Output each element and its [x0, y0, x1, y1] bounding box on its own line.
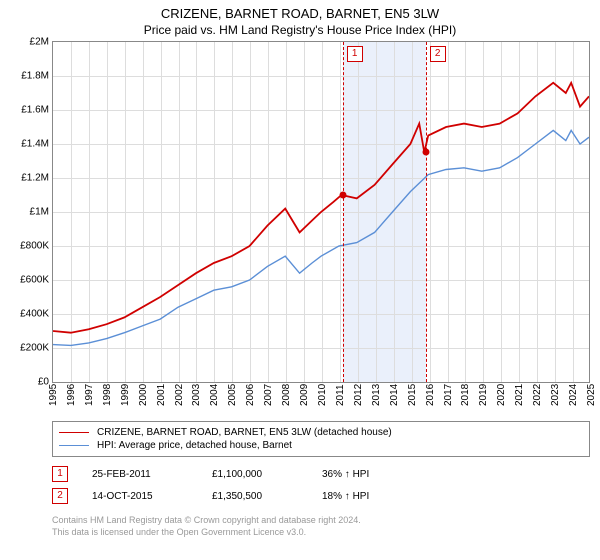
- sale-marker-label: 2: [430, 46, 446, 62]
- x-axis-tick: 2024: [568, 384, 579, 406]
- x-axis-tick: 2004: [209, 384, 220, 406]
- x-axis-tick: 2025: [586, 384, 597, 406]
- x-axis-tick: 1998: [102, 384, 113, 406]
- x-axis-tick: 2022: [532, 384, 543, 406]
- y-axis-tick: £600K: [20, 275, 49, 286]
- series-line: [53, 83, 589, 333]
- sale-marker-line: [343, 42, 344, 382]
- y-axis-tick: £1.8M: [21, 71, 49, 82]
- x-axis-tick: 2003: [191, 384, 202, 406]
- x-axis-tick: 2018: [460, 384, 471, 406]
- legend-item: HPI: Average price, detached house, Barn…: [59, 439, 583, 452]
- chart-subtitle: Price paid vs. HM Land Registry's House …: [0, 21, 600, 41]
- sale-marker-badge: 1: [52, 466, 68, 482]
- x-axis-tick: 2001: [156, 384, 167, 406]
- y-axis-tick: £1.2M: [21, 173, 49, 184]
- legend-swatch: [59, 432, 89, 433]
- y-axis-tick: £400K: [20, 309, 49, 320]
- sale-price: £1,100,000: [212, 469, 322, 480]
- x-axis-tick: 2016: [425, 384, 436, 406]
- sales-table: 1 25-FEB-2011£1,100,00036% ↑ HPI 2 14-OCT-2…: [52, 463, 590, 507]
- x-axis-tick: 2017: [443, 384, 454, 406]
- sale-date: 14-OCT-2015: [92, 491, 212, 502]
- sale-price: £1,350,500: [212, 491, 322, 502]
- legend-label: HPI: Average price, detached house, Barn…: [97, 440, 292, 451]
- sale-date: 25-FEB-2011: [92, 469, 212, 480]
- x-axis-tick: 2023: [550, 384, 561, 406]
- x-axis-tick: 1996: [66, 384, 77, 406]
- footer-attribution: Contains HM Land Registry data © Crown c…: [52, 515, 590, 538]
- y-axis-tick: £200K: [20, 343, 49, 354]
- x-axis-tick: 2000: [138, 384, 149, 406]
- x-axis-tick: 2006: [245, 384, 256, 406]
- x-axis-tick: 2015: [407, 384, 418, 406]
- chart-title: CRIZENE, BARNET ROAD, BARNET, EN5 3LW: [0, 0, 600, 21]
- x-axis-tick: 2007: [263, 384, 274, 406]
- x-axis-tick: 2002: [174, 384, 185, 406]
- sale-marker-dot: [422, 149, 429, 156]
- x-axis-tick: 2013: [371, 384, 382, 406]
- x-axis-tick: 1995: [48, 384, 59, 406]
- sale-marker-cell: 2: [52, 488, 92, 504]
- x-axis-tick: 2014: [389, 384, 400, 406]
- x-axis-tick: 1999: [120, 384, 131, 406]
- sale-diff-vs-hpi: 36% ↑ HPI: [322, 469, 422, 480]
- x-axis-tick: 2009: [299, 384, 310, 406]
- sale-marker-cell: 1: [52, 466, 92, 482]
- sale-diff-vs-hpi: 18% ↑ HPI: [322, 491, 422, 502]
- x-axis-tick: 2010: [317, 384, 328, 406]
- y-axis-tick: £1M: [30, 207, 49, 218]
- sale-marker-dot: [339, 192, 346, 199]
- chart-plot-area: £0£200K£400K£600K£800K£1M£1.2M£1.4M£1.6M…: [52, 41, 590, 383]
- x-axis-tick: 2008: [281, 384, 292, 406]
- sale-row: 1 25-FEB-2011£1,100,00036% ↑ HPI: [52, 463, 590, 485]
- x-axis-tick: 2005: [227, 384, 238, 406]
- sale-marker-badge: 2: [52, 488, 68, 504]
- x-axis-tick: 2011: [335, 384, 346, 406]
- legend-item: CRIZENE, BARNET ROAD, BARNET, EN5 3LW (d…: [59, 426, 583, 439]
- footer-line-2: This data is licensed under the Open Gov…: [52, 527, 590, 539]
- sale-marker-label: 1: [347, 46, 363, 62]
- x-axis-tick: 1997: [84, 384, 95, 406]
- sale-row: 2 14-OCT-2015£1,350,50018% ↑ HPI: [52, 485, 590, 507]
- x-axis-tick: 2012: [353, 384, 364, 406]
- chart-lines-svg: [53, 42, 589, 382]
- y-axis-tick: £1.4M: [21, 139, 49, 150]
- x-axis-tick: 2021: [514, 384, 525, 406]
- x-axis-tick: 2019: [478, 384, 489, 406]
- footer-line-1: Contains HM Land Registry data © Crown c…: [52, 515, 590, 527]
- x-axis-tick: 2020: [496, 384, 507, 406]
- legend-box: CRIZENE, BARNET ROAD, BARNET, EN5 3LW (d…: [52, 421, 590, 457]
- legend-swatch: [59, 445, 89, 446]
- chart-container: CRIZENE, BARNET ROAD, BARNET, EN5 3LW Pr…: [0, 0, 600, 560]
- legend-label: CRIZENE, BARNET ROAD, BARNET, EN5 3LW (d…: [97, 427, 392, 438]
- y-axis-tick: £800K: [20, 241, 49, 252]
- y-axis-tick: £2M: [30, 37, 49, 48]
- sale-marker-line: [426, 42, 427, 382]
- y-axis-tick: £1.6M: [21, 105, 49, 116]
